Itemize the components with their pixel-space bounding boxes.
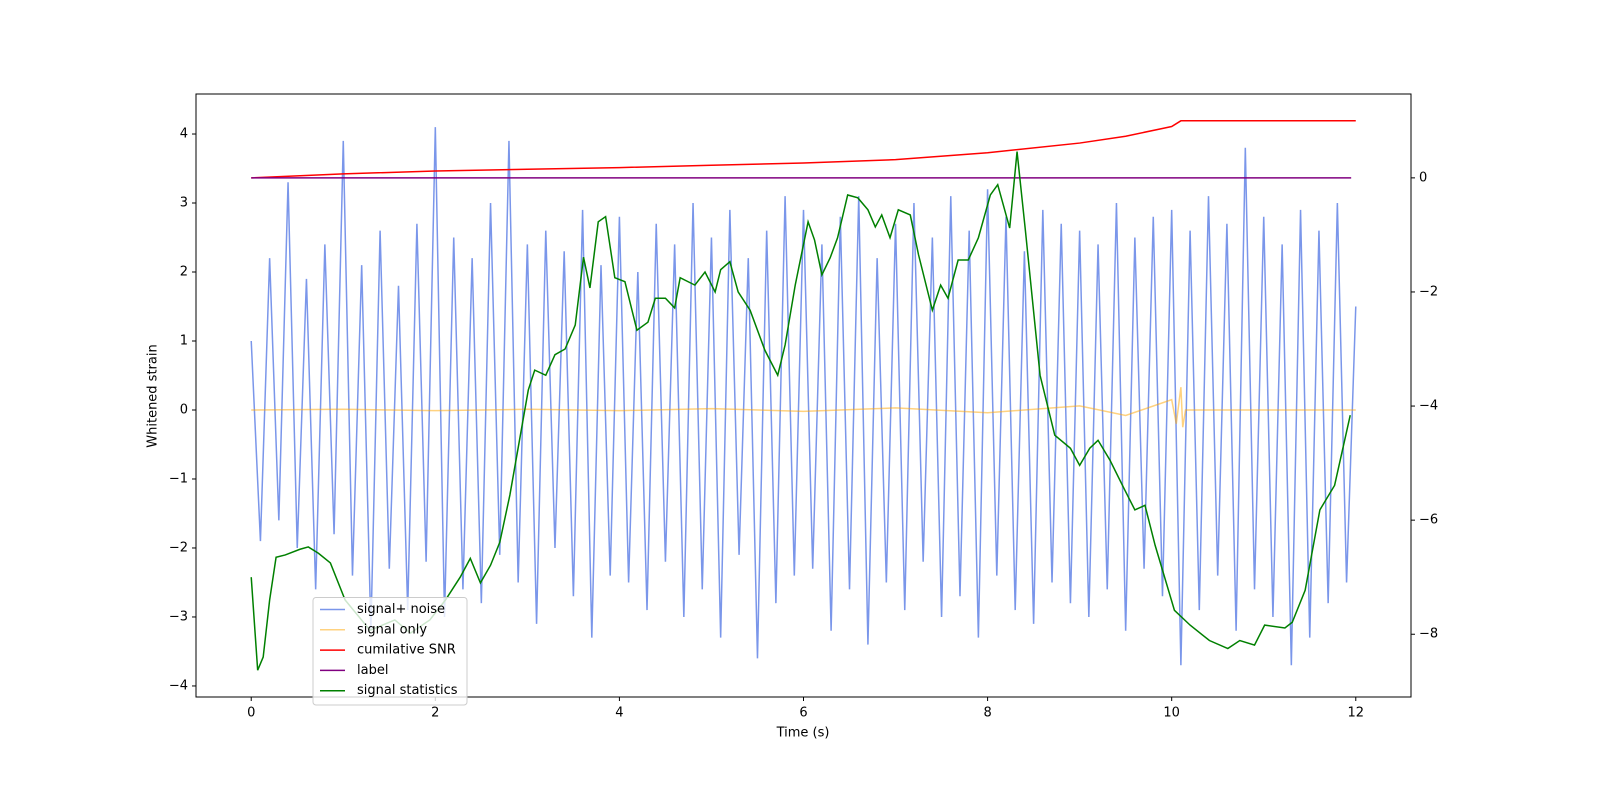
y-tick-label: −4: [169, 678, 188, 693]
x-tick-label: 0: [247, 706, 255, 721]
y2-tick-label: −4: [1419, 399, 1438, 414]
y-tick-label: 4: [180, 127, 188, 142]
y-tick-label: 3: [180, 196, 188, 211]
y2-tick-label: −2: [1419, 284, 1438, 299]
y2-tick-label: −6: [1419, 513, 1438, 528]
y-tick-label: 2: [180, 265, 188, 280]
x-tick-label: 10: [1163, 706, 1180, 721]
y2-tick-label: −8: [1419, 627, 1438, 642]
legend-label: signal only: [357, 622, 427, 637]
x-tick-label: 2: [431, 706, 439, 721]
series-line: [251, 387, 1356, 428]
y2-tick-label: 0: [1419, 170, 1427, 185]
legend-box: [312, 597, 468, 706]
y-tick-label: 0: [180, 402, 188, 417]
x-tick-label: 6: [799, 706, 807, 721]
legend-label: signal statistics: [357, 683, 458, 698]
legend-label: cumilative SNR: [357, 643, 456, 658]
x-tick-label: 8: [983, 706, 991, 721]
legend-label: label: [357, 663, 388, 678]
y-tick-label: 1: [180, 333, 188, 348]
y-tick-label: −3: [169, 609, 188, 624]
y-axis-label: Whitened strain: [146, 344, 161, 447]
x-tick-label: 12: [1347, 706, 1364, 721]
series-line: [250, 151, 1351, 671]
series-line: [250, 127, 1357, 666]
y-tick-label: −2: [169, 540, 188, 555]
legend-label: signal+ noise: [357, 602, 445, 617]
x-axis-label: Time (s): [776, 726, 830, 741]
x-tick-label: 4: [615, 706, 623, 721]
series-line: [251, 120, 1356, 179]
y-tick-label: −1: [169, 471, 188, 486]
